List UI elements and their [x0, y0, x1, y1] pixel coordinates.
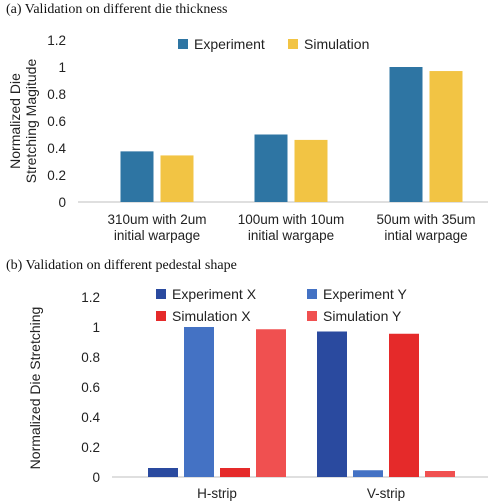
legend-label: Experiment X: [172, 286, 257, 302]
legend-swatch: [307, 311, 317, 321]
y-tick-label: 0.8: [47, 87, 66, 102]
y-tick-label: 0.6: [47, 114, 66, 129]
bar: [148, 468, 178, 477]
y-tick-label: 0: [92, 470, 100, 485]
y-axis-label: Normalized Die Stretching: [27, 307, 43, 470]
y-tick-label: 0.8: [81, 350, 100, 365]
bar: [317, 331, 347, 477]
bar: [160, 155, 194, 202]
legend-swatch: [156, 289, 166, 299]
bar: [389, 333, 419, 477]
legend-label: Experiment Y: [323, 286, 407, 302]
chart-a: 0 0.2 0.4 0.6 0.8 1 1.2 Normalized DieStretchin…: [7, 33, 488, 243]
bar: [120, 151, 154, 202]
y-tick-label: 0.4: [81, 410, 100, 425]
chart-b-caption: (b) Validation on different pedestal sha…: [6, 258, 237, 273]
bar: [294, 139, 328, 202]
legend-label: Simulation Y: [323, 308, 402, 324]
x-tick-label: 100um with 10um: [238, 212, 345, 227]
legend-swatch: [307, 289, 317, 299]
x-tick-label: 50um with 35um: [376, 212, 475, 227]
x-tick-label: initial wargape: [248, 228, 334, 243]
x-tick-label: initial warpage: [114, 228, 200, 243]
y-axis-label-line: Stretching Magitude: [23, 59, 39, 184]
bar: [184, 327, 214, 477]
y-tick-label: 0.2: [81, 440, 100, 455]
y-tick-label: 1: [58, 60, 66, 75]
bar: [429, 71, 463, 202]
y-axis-label: Normalized DieStretching Magitude: [7, 59, 39, 184]
chart-a-caption: (a) Validation on different die thicknes…: [6, 2, 228, 17]
legend-label: Simulation X: [172, 308, 251, 324]
y-axis-label-line: Normalized Die: [7, 73, 23, 169]
y-tick-label: 1.2: [47, 33, 66, 48]
legend-label: Experiment: [194, 36, 265, 52]
y-tick-label: 0: [58, 195, 66, 210]
bar: [220, 468, 250, 477]
y-tick-label: 0.2: [47, 168, 66, 183]
bar: [254, 134, 288, 202]
legend-swatch: [288, 39, 298, 49]
bar: [425, 471, 455, 477]
x-tick-label: H-strip: [197, 486, 237, 501]
bar: [353, 470, 383, 477]
y-tick-label: 0.4: [47, 141, 66, 156]
x-tick-label: 310um with 2um: [107, 212, 206, 227]
x-tick-label: V-strip: [367, 486, 405, 501]
bar: [389, 67, 423, 202]
legend-swatch: [156, 311, 166, 321]
y-tick-label: 1.2: [81, 290, 100, 305]
y-tick-label: 1: [92, 320, 100, 335]
y-axis-label-line: Normalized Die Stretching: [27, 307, 43, 470]
bar: [256, 329, 286, 477]
legend-swatch: [178, 39, 188, 49]
x-tick-label: intial warpage: [384, 228, 467, 243]
y-tick-label: 0.6: [81, 380, 100, 395]
legend-label: Simulation: [304, 36, 369, 52]
